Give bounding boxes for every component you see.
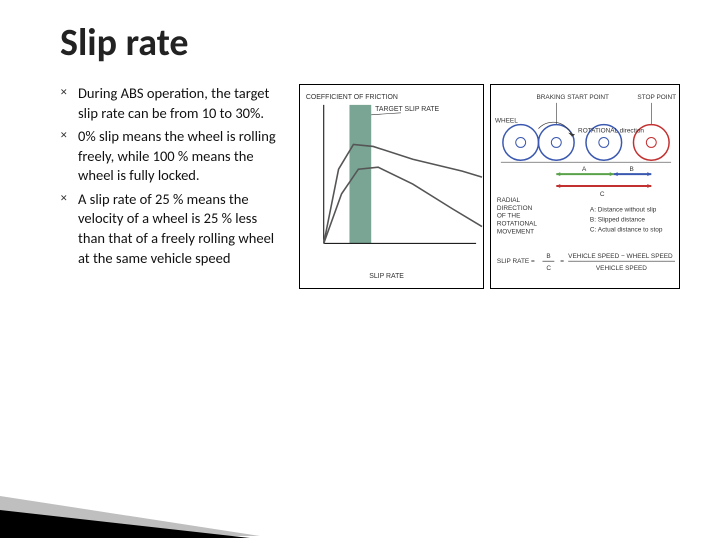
legend-b: B: Slipped distance <box>590 217 645 224</box>
figures: COEFFICIENT OF FRICTION TARGET SLIP RATE… <box>299 84 680 289</box>
wheel-icon <box>503 125 539 161</box>
list-item: During ABS operation, the target slip ra… <box>78 84 285 123</box>
formula-left: SLIP RATE = <box>497 258 535 265</box>
legend-c: C: Actual distance to stop <box>590 227 663 234</box>
target-label: TARGET SLIP RATE <box>375 106 439 113</box>
svg-text:C: C <box>546 265 551 272</box>
rotational-label: ROTATIONAL direction <box>578 128 644 135</box>
radial-label: RADIAL DIRECTION OF THE ROTATIONAL MOVEM… <box>497 197 539 236</box>
svg-text:B: B <box>630 166 634 173</box>
svg-text:A: A <box>582 166 587 173</box>
list-item: 0% slip means the wheel is rolling freel… <box>78 127 285 186</box>
legend-a: A: Distance without slip <box>590 207 657 214</box>
friction-curve-1 <box>324 144 482 243</box>
content-row: During ABS operation, the target slip ra… <box>60 84 680 289</box>
braking-start-label: BRAKING START POINT <box>537 94 610 101</box>
stop-point-label: STOP POINT <box>637 94 676 101</box>
formula-right-num: VEHICLE SPEED − WHEEL SPEED <box>568 253 673 260</box>
bullet-list: During ABS operation, the target slip ra… <box>60 84 285 289</box>
friction-curve-2 <box>324 167 482 243</box>
slip-rate-chart: COEFFICIENT OF FRICTION TARGET SLIP RATE… <box>299 84 484 289</box>
wheel-label: WHEEL <box>495 118 518 125</box>
chart-x-label: SLIP RATE <box>369 273 404 280</box>
target-band <box>349 105 371 243</box>
formula-right-den: VEHICLE SPEED <box>596 265 647 272</box>
svg-text:=: = <box>560 258 564 265</box>
page-title: Slip rate <box>60 20 680 66</box>
chart-y-label: COEFFICIENT OF FRICTION <box>306 94 398 101</box>
svg-text:C: C <box>600 191 605 198</box>
list-item: A slip rate of 25 % means the velocity o… <box>78 190 285 268</box>
svg-text:B: B <box>546 253 550 260</box>
wheel-diagram: BRAKING START POINT STOP POINT WHEEL ROT… <box>490 84 680 289</box>
decorative-wedge <box>0 478 270 538</box>
